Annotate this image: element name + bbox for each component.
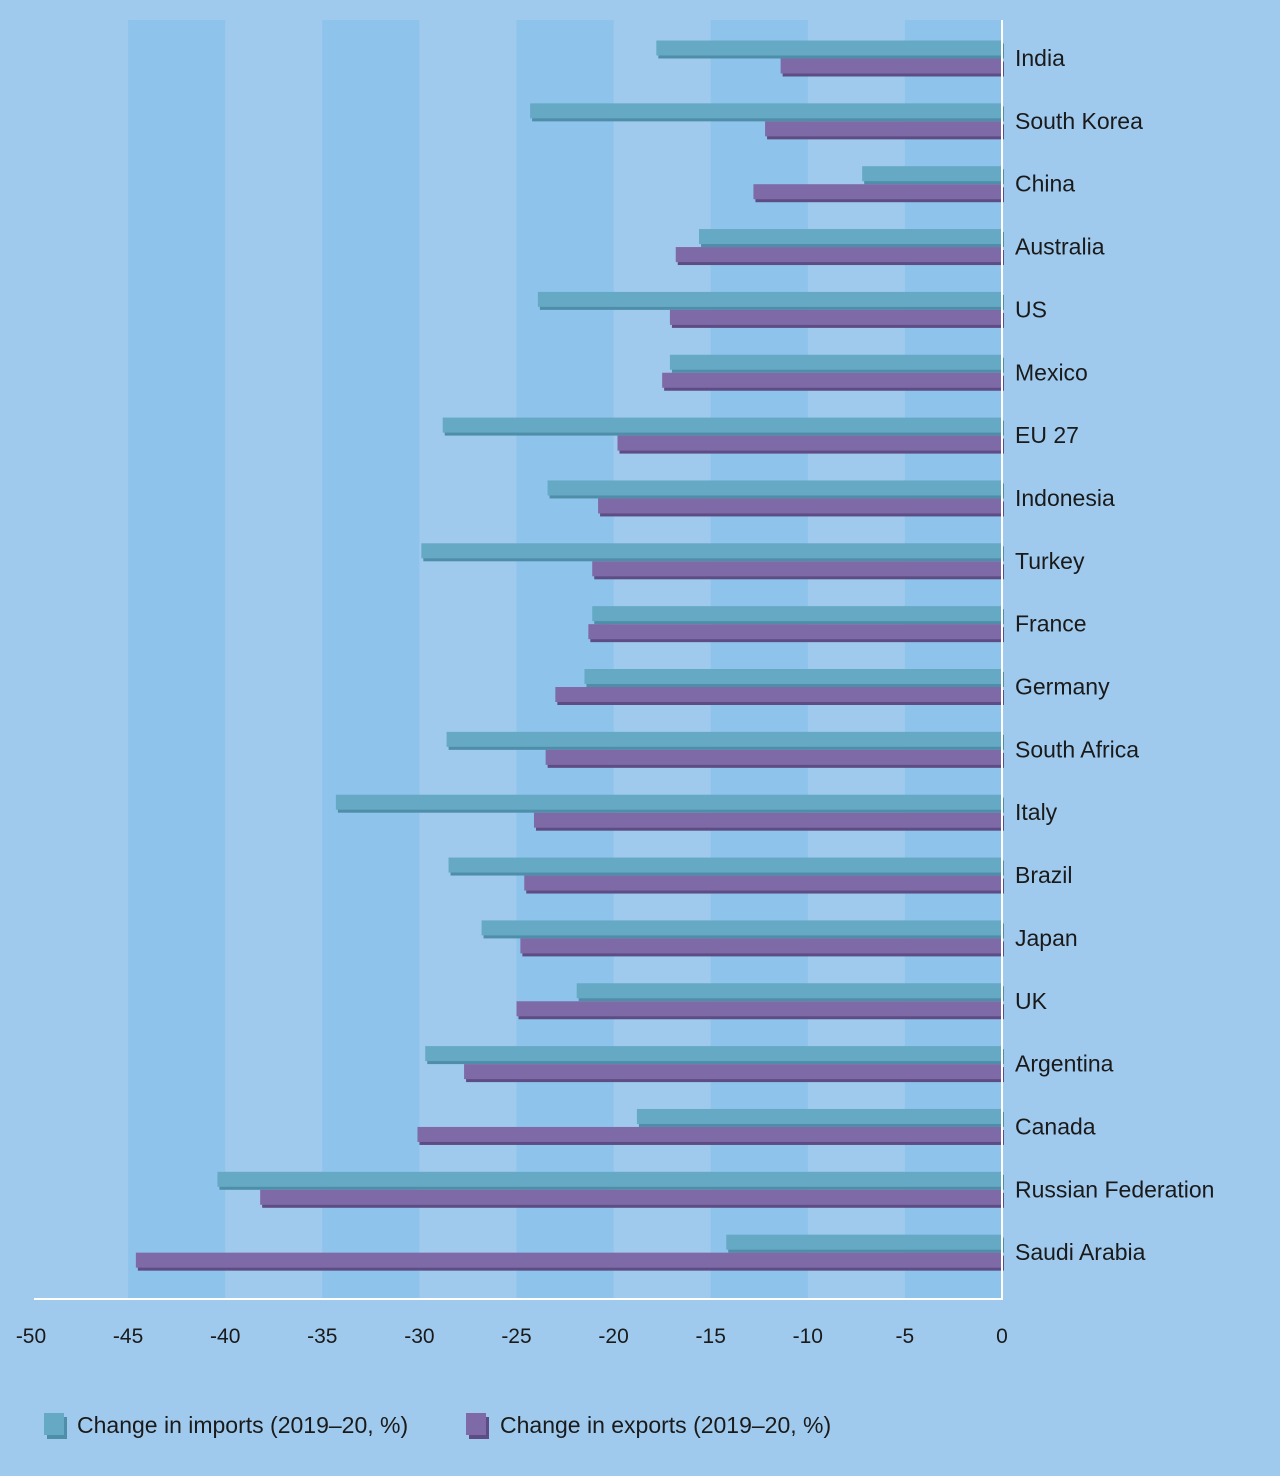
bar-exports-indonesia (598, 498, 1002, 514)
bar-imports-argentina (425, 1046, 1002, 1062)
x-tick-label-2: -40 (210, 1325, 240, 1348)
legend-item-exports: Change in exports (2019–20, %) (466, 1412, 831, 1439)
bar-imports-germany (584, 669, 1002, 684)
x-tick-label-5: -25 (501, 1325, 531, 1348)
legend: Change in imports (2019–20, %) Change in… (44, 1412, 831, 1439)
category-label-argentina: Argentina (1015, 1051, 1114, 1077)
bar-imports-mexico (669, 354, 1002, 370)
grid-band-4 (904, 20, 1002, 1299)
bar-imports-india (656, 40, 1002, 56)
x-tick-label-0: -50 (16, 1325, 46, 1348)
x-tick-label-4: -30 (404, 1325, 434, 1348)
legend-item-imports: Change in imports (2019–20, %) (44, 1412, 408, 1439)
bar-imports-saudi-arabia (726, 1234, 1002, 1250)
bar-exports-india (780, 58, 1002, 74)
bar-exports-australia (675, 247, 1002, 263)
category-label-canada: Canada (1015, 1113, 1096, 1139)
category-label-turkey: Turkey (1015, 548, 1085, 574)
bar-imports-south-africa (446, 731, 1002, 747)
legend-swatch-imports (44, 1413, 64, 1435)
bar-imports-italy (335, 794, 1002, 810)
bar-imports-turkey (421, 543, 1002, 559)
category-label-italy: Italy (1015, 799, 1058, 825)
bar-exports-uk (516, 1001, 1002, 1017)
x-tick-label-9: -5 (896, 1325, 915, 1348)
bar-exports-italy (533, 812, 1002, 828)
category-label-indonesia: Indonesia (1015, 485, 1115, 511)
axes-layer (34, 20, 1003, 1300)
bar-exports-saudi-arabia (135, 1252, 1003, 1268)
grid-band-1 (322, 20, 420, 1299)
bar-exports-japan (520, 938, 1002, 954)
x-axis-ticks: -50 -45 -40 -35 -30 -25 -20 -15 -10 -5 0 (16, 1325, 1008, 1348)
background-bands (128, 20, 1002, 1299)
category-label-india: India (1015, 45, 1065, 71)
category-label-south-korea: South Korea (1015, 108, 1143, 134)
grid-band-3 (710, 20, 808, 1299)
category-label-uk: UK (1015, 988, 1048, 1014)
bar-exports-brazil (524, 875, 1002, 891)
bar-imports-indonesia (547, 480, 1002, 496)
bar-imports-uk (576, 983, 1002, 999)
bar-exports-china (753, 184, 1002, 200)
x-tick-label-3: -35 (307, 1325, 337, 1348)
legend-swatch-exports (466, 1413, 486, 1435)
bar-exports-us (669, 309, 1002, 325)
category-label-germany: Germany (1015, 674, 1110, 700)
bar-exports-germany (555, 687, 1002, 702)
category-label-saudi-arabia: Saudi Arabia (1015, 1239, 1146, 1265)
bar-exports-russian-federation (260, 1189, 1002, 1205)
category-label-eu-27: EU 27 (1015, 422, 1079, 448)
bar-exports-south-africa (545, 749, 1002, 765)
x-tick-label-7: -15 (696, 1325, 726, 1348)
category-label-mexico: Mexico (1015, 359, 1088, 385)
bar-imports-russian-federation (217, 1171, 1002, 1187)
x-tick-label-8: -10 (793, 1325, 823, 1348)
category-labels: India South Korea China Australia US Mexico EU… (1015, 45, 1214, 1265)
x-tick-label-10: 0 (996, 1325, 1008, 1348)
legend-label-imports: Change in imports (2019–20, %) (77, 1412, 408, 1438)
bar-imports-us (537, 291, 1002, 307)
bar-exports-turkey (592, 561, 1002, 577)
bar-exports-argentina (464, 1064, 1002, 1080)
category-label-australia: Australia (1015, 234, 1105, 260)
category-label-brazil: Brazil (1015, 862, 1073, 888)
bar-imports-canada (636, 1108, 1002, 1124)
x-tick-label-1: -45 (113, 1325, 143, 1348)
category-label-china: China (1015, 171, 1075, 197)
category-label-russian-federation: Russian Federation (1015, 1176, 1214, 1202)
bar-exports-canada (417, 1126, 1002, 1142)
bar-exports-eu-27 (617, 435, 1002, 451)
bar-imports-japan (481, 920, 1002, 936)
bar-imports-south-korea (530, 103, 1002, 119)
bar-exports-france (588, 624, 1002, 640)
grid-band-0 (128, 20, 226, 1299)
bar-imports-france (592, 606, 1002, 622)
bar-imports-eu-27 (442, 417, 1003, 433)
bar-imports-australia (699, 229, 1002, 245)
bar-imports-brazil (448, 857, 1002, 873)
x-tick-label-6: -20 (598, 1325, 628, 1348)
bar-exports-mexico (662, 372, 1002, 388)
category-label-south-africa: South Africa (1015, 736, 1139, 762)
grid-band-2 (516, 20, 614, 1299)
category-label-france: France (1015, 611, 1087, 637)
bars-layer (135, 40, 1005, 1271)
bar-exports-south-korea (765, 121, 1002, 137)
bar-imports-china (862, 166, 1002, 182)
legend-label-exports: Change in exports (2019–20, %) (500, 1412, 831, 1438)
category-label-us: US (1015, 296, 1047, 322)
category-label-japan: Japan (1015, 925, 1078, 951)
